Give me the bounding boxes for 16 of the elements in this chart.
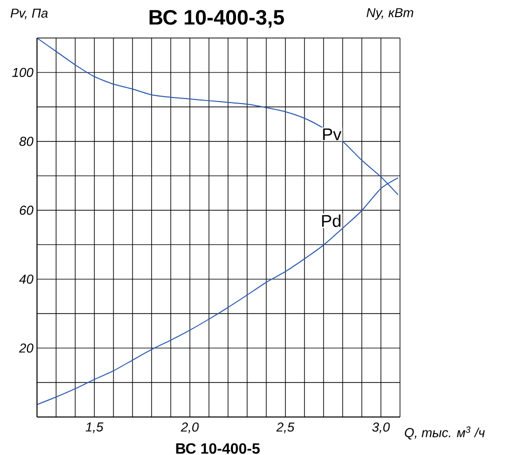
series-label: Pd: [322, 214, 340, 227]
y-tick-label: 100: [12, 68, 34, 78]
x-tick-label: 2,5: [276, 422, 294, 434]
y-axis-title: Pv, Па: [10, 8, 48, 20]
x-tick-label: 1,5: [86, 422, 104, 434]
chart-title: ВС 10-400-3,5: [150, 10, 284, 28]
series-label: Pv: [323, 128, 342, 140]
x-axis-title: Q, тыс. м$^{3}$ /ч: [404, 426, 485, 440]
y2-axis-title: Ny, кВт: [366, 8, 414, 20]
y-tick-label: 40: [19, 274, 34, 284]
text: ВС 10-400-5: [176, 443, 260, 454]
x-tick-label: 2,0: [180, 422, 199, 434]
y-tick-label: 60: [20, 206, 34, 215]
x-tick-label: 3,0: [372, 422, 390, 434]
y-tick-label: 20: [19, 343, 34, 353]
y-tick-label: 80: [19, 136, 34, 146]
